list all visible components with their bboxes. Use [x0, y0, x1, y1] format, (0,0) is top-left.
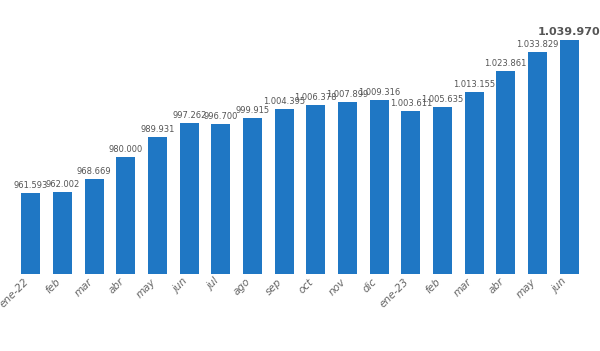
Text: 1.033.829: 1.033.829	[516, 40, 559, 49]
Bar	[211, 124, 230, 351]
Bar	[53, 192, 72, 351]
Bar	[275, 109, 293, 351]
Bar	[528, 52, 547, 351]
Bar	[370, 100, 389, 351]
Text: 1.006.378: 1.006.378	[295, 93, 337, 102]
Bar	[433, 107, 452, 351]
Text: 1.007.899: 1.007.899	[326, 91, 368, 99]
Text: 1.004.395: 1.004.395	[263, 97, 305, 106]
Bar	[560, 40, 578, 351]
Text: 997.262: 997.262	[172, 111, 206, 120]
Text: 1.005.635: 1.005.635	[421, 95, 464, 104]
Bar	[180, 123, 199, 351]
Bar	[496, 71, 515, 351]
Bar	[148, 137, 167, 351]
Bar	[85, 179, 104, 351]
Text: 999.915: 999.915	[235, 106, 269, 115]
Text: 1.003.611: 1.003.611	[389, 99, 432, 108]
Text: 989.931: 989.931	[140, 126, 175, 134]
Text: 1.039.970: 1.039.970	[538, 27, 600, 37]
Text: 996.700: 996.700	[203, 112, 238, 121]
Text: 968.669: 968.669	[77, 167, 112, 176]
Bar	[464, 92, 484, 351]
Text: 1.009.316: 1.009.316	[358, 88, 400, 97]
Bar	[22, 193, 40, 351]
Bar	[401, 111, 420, 351]
Bar	[307, 105, 325, 351]
Text: 961.593: 961.593	[14, 181, 48, 190]
Text: 1.013.155: 1.013.155	[453, 80, 495, 89]
Bar	[116, 157, 136, 351]
Text: 1.023.861: 1.023.861	[485, 59, 527, 68]
Bar	[338, 102, 357, 351]
Bar	[243, 118, 262, 351]
Text: 980.000: 980.000	[109, 145, 143, 154]
Text: 962.002: 962.002	[46, 180, 80, 189]
